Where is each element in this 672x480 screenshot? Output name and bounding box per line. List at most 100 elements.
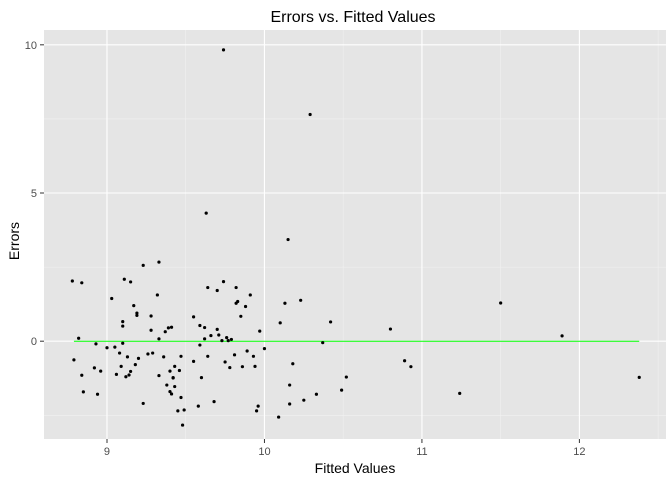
y-tick-label: 10 <box>25 40 37 52</box>
data-point <box>169 392 174 396</box>
x-axis-title: Fitted Values <box>315 460 396 476</box>
data-point <box>258 329 262 333</box>
data-point <box>122 277 126 281</box>
data-point <box>203 325 207 330</box>
data-point <box>146 352 150 356</box>
data-point <box>217 333 221 337</box>
data-point <box>637 375 641 379</box>
data-point <box>157 337 161 341</box>
data-point <box>121 324 125 328</box>
data-point <box>179 395 183 400</box>
data-point <box>344 375 348 379</box>
x-axis-ticks: 9 10 11 12 <box>104 439 586 458</box>
data-point <box>177 368 182 373</box>
x-tick-label: 10 <box>258 446 270 458</box>
data-point <box>262 347 267 351</box>
data-point <box>119 364 123 368</box>
data-point <box>149 314 153 318</box>
data-point <box>221 48 226 52</box>
data-point <box>141 401 145 406</box>
data-point <box>198 343 202 347</box>
minor-gridlines <box>44 30 666 439</box>
data-point <box>321 341 325 345</box>
y-tick-label: 0 <box>31 336 37 348</box>
data-point <box>212 400 216 404</box>
data-point <box>155 293 159 297</box>
data-point <box>215 327 219 331</box>
data-point <box>286 237 290 242</box>
data-point <box>163 330 167 334</box>
data-point <box>166 326 170 330</box>
data-point <box>149 328 153 332</box>
data-point <box>291 362 295 366</box>
data-point <box>72 358 76 362</box>
data-point <box>403 359 407 363</box>
data-point <box>157 260 161 264</box>
data-point <box>81 390 85 394</box>
data-point <box>209 333 213 338</box>
data-point <box>191 359 196 363</box>
data-point <box>173 364 177 368</box>
y-axis-title: Errors <box>6 222 22 260</box>
data-point <box>409 365 413 369</box>
data-point <box>182 408 186 412</box>
data-point <box>136 356 141 360</box>
data-point <box>141 263 145 267</box>
x-tick-label: 9 <box>104 446 110 458</box>
data-point <box>168 389 172 394</box>
data-point <box>560 334 564 338</box>
data-point <box>215 288 219 293</box>
data-point <box>196 404 200 408</box>
data-point <box>133 363 137 367</box>
data-point <box>328 320 333 324</box>
data-point <box>70 279 74 283</box>
data-point <box>223 360 227 364</box>
data-point <box>206 285 210 290</box>
data-point <box>240 365 245 369</box>
data-point <box>236 299 240 304</box>
data-point <box>95 392 100 396</box>
plot-panel <box>44 30 666 439</box>
data-point <box>198 323 202 328</box>
data-point <box>117 351 122 355</box>
data-point <box>127 373 131 377</box>
data-point <box>314 392 319 396</box>
data-point <box>232 353 237 357</box>
data-point <box>221 280 226 284</box>
data-point <box>80 281 84 285</box>
data-point <box>458 391 462 395</box>
data-point <box>180 423 185 427</box>
data-points <box>70 48 641 427</box>
data-point <box>278 321 282 325</box>
data-point <box>239 314 243 318</box>
data-point <box>253 364 257 368</box>
data-point <box>132 304 136 308</box>
data-point <box>220 339 224 343</box>
y-axis-ticks: 0 5 10 <box>25 40 44 348</box>
data-point <box>135 313 139 318</box>
data-point <box>176 409 180 413</box>
data-point <box>157 373 161 378</box>
data-point <box>256 404 260 408</box>
data-point <box>105 346 109 350</box>
data-point <box>173 384 177 389</box>
data-point <box>110 296 114 301</box>
data-point <box>169 325 174 329</box>
data-point <box>113 345 117 349</box>
x-tick-label: 11 <box>416 446 427 458</box>
data-point <box>80 373 84 377</box>
data-point <box>308 112 312 117</box>
data-point <box>245 349 249 353</box>
data-point <box>229 337 233 342</box>
data-point <box>77 336 81 340</box>
data-point <box>225 336 229 340</box>
x-tick-label: 12 <box>573 446 585 458</box>
data-point <box>121 341 125 345</box>
data-point <box>99 369 103 373</box>
data-point <box>129 369 133 374</box>
data-point <box>135 311 139 315</box>
data-point <box>248 293 252 297</box>
data-point <box>191 315 196 319</box>
chart-title: Errors vs. Fitted Values <box>270 9 435 26</box>
data-point <box>179 354 183 358</box>
